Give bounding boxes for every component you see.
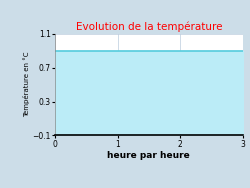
Title: Evolution de la température: Evolution de la température <box>76 21 222 32</box>
Y-axis label: Température en °C: Température en °C <box>23 52 30 117</box>
X-axis label: heure par heure: heure par heure <box>108 151 190 160</box>
